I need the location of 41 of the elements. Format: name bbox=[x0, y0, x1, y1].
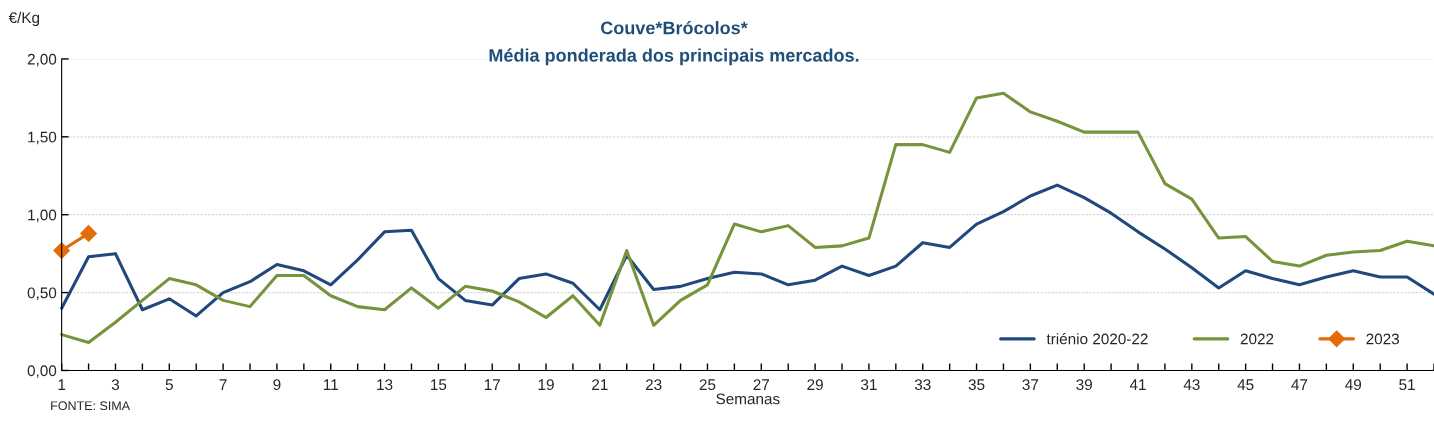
x-tick-label: 5 bbox=[165, 379, 173, 391]
x-tick-label: 31 bbox=[861, 379, 877, 391]
x-tick-label: 43 bbox=[1183, 379, 1200, 391]
x-tick-label: 3 bbox=[111, 379, 120, 391]
legend-label: 2022 bbox=[1240, 333, 1274, 345]
x-tick-label: 33 bbox=[914, 379, 931, 391]
x-axis-title: Semanas bbox=[716, 393, 780, 405]
legend-label: 2023 bbox=[1366, 333, 1399, 345]
x-tick-label: 25 bbox=[699, 379, 716, 391]
x-tick-label: 49 bbox=[1345, 379, 1362, 391]
source-note: FONTE: SIMA bbox=[51, 401, 131, 411]
x-tick-label: 9 bbox=[273, 379, 281, 391]
x-tick-label: 19 bbox=[538, 379, 554, 391]
x-tick-label: 29 bbox=[807, 379, 823, 391]
x-tick-label: 47 bbox=[1291, 379, 1308, 390]
x-tick-label: 45 bbox=[1237, 379, 1254, 391]
y-tick-label: 0,50 bbox=[27, 287, 57, 301]
x-tick-label: 35 bbox=[968, 379, 985, 391]
x-tick-label: 51 bbox=[1399, 379, 1415, 391]
y-tick-label: 0,00 bbox=[27, 365, 57, 378]
x-tick-label: 13 bbox=[377, 379, 393, 391]
x-tick-label: 7 bbox=[219, 379, 227, 390]
x-tick-label: 23 bbox=[645, 379, 662, 391]
legend-label: triénio 2020-22 bbox=[1046, 332, 1148, 345]
y-axis-title: €/Kg bbox=[8, 11, 40, 27]
x-tick-label: 39 bbox=[1076, 379, 1092, 391]
chart-subtitle: Média ponderada dos principais mercados. bbox=[489, 48, 859, 66]
x-tick-label: 21 bbox=[592, 379, 608, 390]
y-tick-label: 1,00 bbox=[28, 209, 57, 223]
x-tick-label: 37 bbox=[1022, 379, 1039, 391]
x-tick-label: 11 bbox=[323, 379, 338, 390]
x-tick-label: 27 bbox=[753, 379, 770, 390]
y-tick-label: 1,50 bbox=[28, 131, 57, 145]
x-tick-label: 1 bbox=[58, 379, 66, 390]
line-series bbox=[60, 91, 1434, 344]
x-tick-label: 17 bbox=[484, 379, 500, 390]
chart-title: Couve*Brócolos* bbox=[600, 20, 748, 35]
x-tick-label: 41 bbox=[1129, 379, 1146, 390]
line-series bbox=[60, 183, 1434, 318]
x-tick-label: 15 bbox=[431, 379, 447, 391]
y-tick-label: 2,00 bbox=[27, 53, 57, 67]
